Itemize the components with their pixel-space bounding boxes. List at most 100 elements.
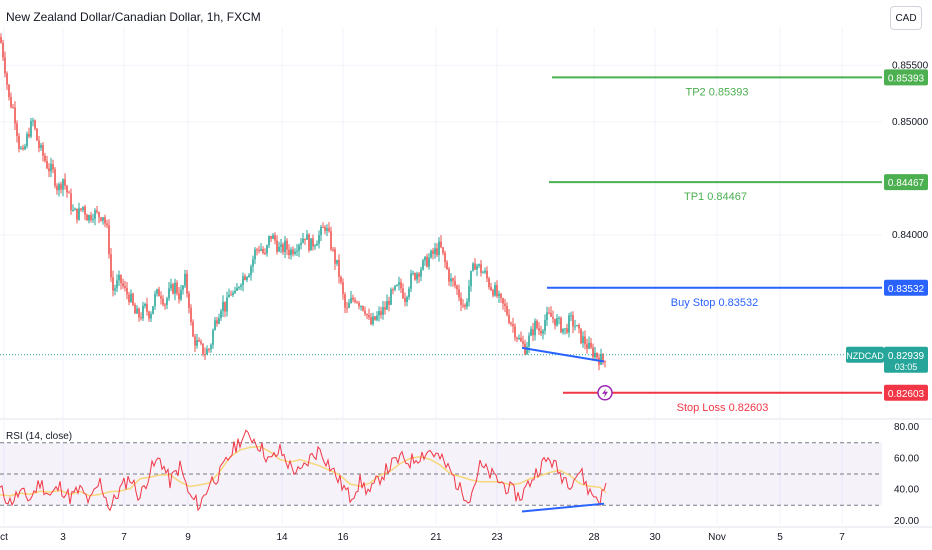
candle-body bbox=[454, 280, 456, 286]
candle-body bbox=[314, 245, 316, 247]
candle-body bbox=[358, 302, 360, 307]
candle-body bbox=[32, 120, 34, 122]
candle-body bbox=[52, 164, 54, 170]
candle-body bbox=[252, 259, 254, 267]
candle-body bbox=[72, 210, 74, 212]
candle-body bbox=[80, 208, 82, 210]
candle-body bbox=[416, 273, 418, 280]
candle-body bbox=[14, 107, 16, 124]
time-tick-label: 23 bbox=[491, 532, 503, 543]
chart-title: New Zealand Dollar/Canadian Dollar, 1h, … bbox=[6, 10, 261, 24]
candle-body bbox=[316, 243, 318, 246]
candle-body bbox=[10, 97, 12, 108]
currency-button[interactable]: CAD bbox=[890, 6, 922, 30]
candle-body bbox=[234, 290, 236, 294]
candle-body bbox=[76, 208, 78, 220]
candle-body bbox=[604, 360, 606, 362]
rsi-ma-line bbox=[0, 445, 607, 497]
candle-body bbox=[478, 264, 480, 266]
candle-body bbox=[446, 262, 448, 269]
candle-body bbox=[448, 268, 450, 282]
candle-body bbox=[198, 340, 200, 342]
candle-body bbox=[2, 42, 4, 58]
candle-body bbox=[262, 248, 264, 254]
time-tick-label: Nov bbox=[708, 532, 726, 543]
candle-body bbox=[236, 287, 238, 291]
candle-body bbox=[374, 316, 376, 320]
candle-body bbox=[268, 235, 270, 246]
candle-body bbox=[444, 252, 446, 263]
candle-body bbox=[452, 278, 454, 281]
candle-body bbox=[162, 298, 164, 305]
candle-body bbox=[530, 329, 532, 336]
candle-body bbox=[586, 344, 588, 349]
time-tick-label: 30 bbox=[649, 532, 661, 543]
candle-body bbox=[94, 210, 96, 219]
candle-body bbox=[110, 254, 112, 278]
candle-body bbox=[564, 328, 566, 330]
candle-body bbox=[550, 312, 552, 317]
candle-body bbox=[124, 286, 126, 288]
candle-body bbox=[574, 326, 576, 328]
candle-body bbox=[46, 160, 48, 169]
candle-body bbox=[56, 185, 58, 191]
rsi-tick-label: 80.00 bbox=[894, 422, 919, 433]
candle-body bbox=[424, 256, 426, 261]
candle-body bbox=[114, 288, 116, 291]
candle-body bbox=[366, 313, 368, 315]
candle-body bbox=[470, 270, 472, 287]
candle-body bbox=[230, 294, 232, 296]
rsi-line bbox=[0, 429, 607, 512]
candle-body bbox=[254, 249, 256, 260]
candle-body bbox=[536, 320, 538, 329]
candle-body bbox=[182, 285, 184, 290]
candle-body bbox=[472, 263, 474, 271]
price-trendline bbox=[521, 346, 605, 363]
candle-body bbox=[344, 294, 346, 308]
candle-body bbox=[292, 249, 294, 254]
candle-body bbox=[250, 266, 252, 276]
candle-body bbox=[312, 238, 314, 247]
candle-body bbox=[432, 250, 434, 254]
candle-body bbox=[378, 311, 380, 316]
candle-body bbox=[240, 284, 242, 287]
candle-body bbox=[278, 246, 280, 252]
candle-body bbox=[54, 169, 56, 186]
candle-body bbox=[338, 259, 340, 277]
candle-body bbox=[140, 317, 142, 319]
candle-body bbox=[218, 317, 220, 324]
candle-body bbox=[592, 347, 594, 358]
candle-body bbox=[520, 337, 522, 342]
candle-body bbox=[164, 304, 166, 306]
candle-body bbox=[282, 244, 284, 253]
candle-body bbox=[418, 273, 420, 277]
candle-body bbox=[256, 249, 258, 251]
candle-body bbox=[576, 325, 578, 327]
candle-body bbox=[62, 179, 64, 190]
candle-body bbox=[442, 247, 444, 253]
candle-body bbox=[232, 293, 234, 296]
time-tick-label: 3 bbox=[60, 532, 66, 543]
candle-body bbox=[554, 318, 556, 326]
candle-body bbox=[38, 140, 40, 148]
candle-body bbox=[284, 240, 286, 253]
candle-body bbox=[498, 293, 500, 297]
time-tick-label: 5 bbox=[777, 532, 783, 543]
candle-body bbox=[320, 226, 322, 236]
candle-body bbox=[132, 293, 134, 305]
candle-body bbox=[138, 308, 140, 318]
candle-body bbox=[548, 312, 550, 314]
candle-body bbox=[192, 322, 194, 337]
stop-loss-price-tag bbox=[884, 384, 928, 401]
candle-body bbox=[484, 270, 486, 273]
time-tick-label: 7 bbox=[121, 532, 127, 543]
candle-body bbox=[150, 313, 152, 319]
candle-body bbox=[24, 146, 26, 150]
candle-body bbox=[334, 249, 336, 264]
candle-body bbox=[542, 330, 544, 334]
candle-body bbox=[558, 317, 560, 319]
candle-body bbox=[544, 319, 546, 331]
candle-body bbox=[468, 286, 470, 302]
symbol-tag-text: NZDCAD bbox=[846, 351, 884, 361]
